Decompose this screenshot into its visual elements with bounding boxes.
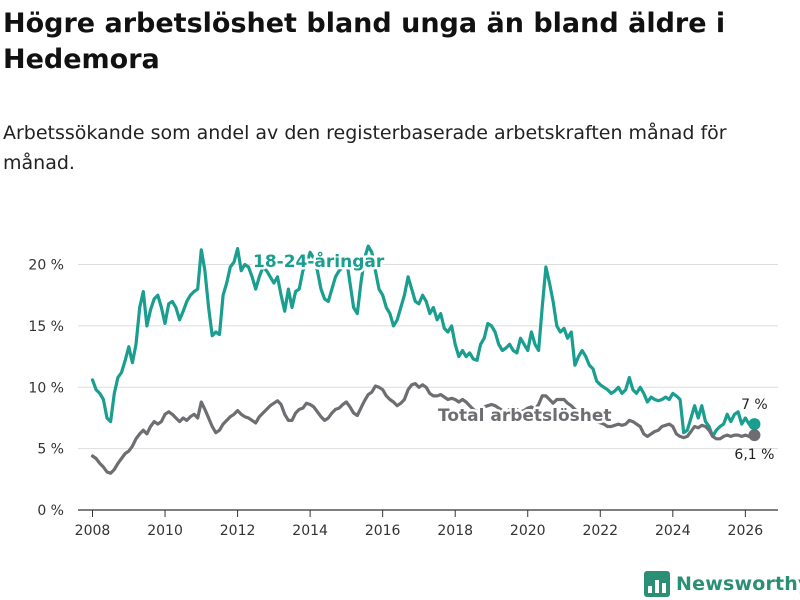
y-tick-label: 5 % (37, 442, 64, 458)
x-tick-label: 2018 (437, 523, 473, 539)
series-label-total: Total arbetslöshet (438, 406, 612, 426)
series-end-point (748, 429, 761, 442)
y-tick-label: 10 % (28, 380, 64, 396)
brand-name: Newsworthy (676, 573, 800, 595)
bar-chart-logo-icon (644, 571, 670, 597)
x-tick-label: 2022 (582, 523, 618, 539)
y-tick-label: 20 % (28, 258, 64, 274)
x-tick-label: 2008 (75, 523, 111, 539)
brand-logo: Newsworthy (644, 569, 800, 599)
series-layer (90, 244, 761, 475)
series-end-label: 7 % (741, 397, 768, 413)
x-tick-label: 2026 (728, 523, 764, 539)
axis-layer: 0 % 5 % 10 % 15 % 20 % 2008 2010 2012 2014 2016 20… (28, 258, 763, 539)
series-line-total (90, 382, 756, 475)
x-tick-label: 2012 (220, 523, 256, 539)
series-end-label: 6,1 % (734, 447, 774, 463)
series-label-youth: 18-24-åringar (253, 250, 385, 272)
series-end-point (748, 418, 761, 431)
x-tick-label: 2020 (510, 523, 546, 539)
series-line-youth (90, 244, 756, 438)
page-subtitle: Arbetssökande som andel av den registerb… (3, 122, 727, 174)
x-tick-label: 2014 (292, 523, 328, 539)
label-layer: 7 % 6,1 % 18-24-åringar Total arbetslöshet (251, 248, 775, 464)
x-tick-label: 2010 (147, 523, 183, 539)
y-tick-label: 0 % (37, 503, 64, 519)
x-tick-label: 2016 (365, 523, 401, 539)
y-tick-label: 15 % (28, 319, 64, 335)
x-tick-label: 2024 (655, 523, 691, 539)
page-title: Högre arbetslöshet bland unga än bland ä… (3, 8, 726, 75)
